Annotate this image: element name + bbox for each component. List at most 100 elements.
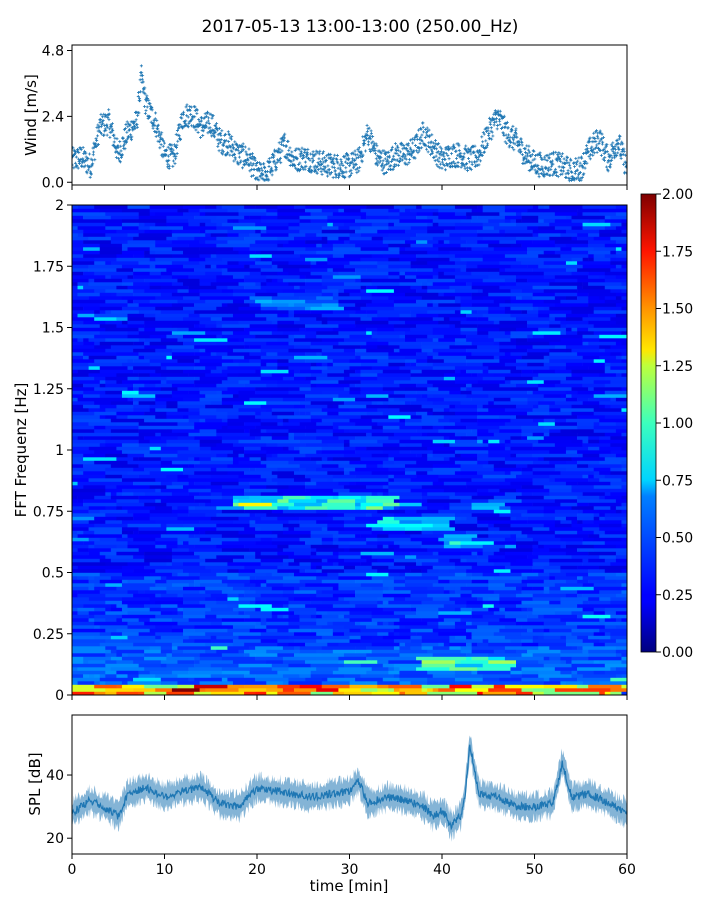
spectrogram-cell <box>149 450 178 454</box>
spectrogram-cell <box>621 618 628 622</box>
spectrogram-cell <box>321 418 350 423</box>
spectrogram-cell <box>210 457 234 461</box>
spectrogram-cell <box>399 502 422 507</box>
wind-point <box>367 140 371 144</box>
spectrogram-cell <box>138 355 145 360</box>
spectrogram-cell <box>371 527 384 531</box>
spectrogram-cell <box>499 359 517 363</box>
spectrogram-cell <box>160 660 178 664</box>
wind-point <box>484 139 488 143</box>
wind-point <box>502 133 506 137</box>
wind-point <box>449 161 453 165</box>
spectrogram-cell <box>327 317 361 321</box>
spectrogram-cell <box>327 457 334 461</box>
wind-point <box>125 130 129 134</box>
spectrogram-cell <box>116 544 128 549</box>
spectrogram-cell <box>127 397 134 402</box>
wind-point <box>442 154 446 158</box>
spectrogram-cell <box>610 677 628 682</box>
spectrogram-cell <box>205 558 234 563</box>
spectrogram-cell <box>133 677 162 682</box>
spectrogram-cell <box>94 401 112 405</box>
spectrogram-cell <box>449 408 478 412</box>
spectrogram-cell <box>321 646 356 650</box>
spectrogram-cell <box>310 362 317 367</box>
wind-point <box>112 140 116 144</box>
spectrogram-cell <box>532 390 567 395</box>
spectrogram-cell <box>221 667 250 671</box>
spectrogram-cell <box>349 681 367 685</box>
spectrogram-cell <box>599 618 606 622</box>
spectrogram-cell <box>72 359 95 363</box>
spectrogram-cell <box>338 660 345 664</box>
spectrogram-cell <box>277 628 289 633</box>
spectrogram-cell <box>205 478 239 482</box>
spectrogram-cell <box>454 380 478 384</box>
wind-point <box>380 168 384 172</box>
spectrogram-cell <box>549 313 567 318</box>
spectrogram-cell <box>221 579 250 584</box>
spectrogram-cell <box>382 579 395 584</box>
spectrogram-cell <box>366 331 372 335</box>
spectrogram-cell <box>271 436 289 440</box>
spectrogram-cell <box>238 394 273 398</box>
spectrogram-cell <box>238 530 273 535</box>
spectrogram-cell <box>255 313 278 318</box>
spectrogram-cell <box>299 516 334 521</box>
spectrogram-cell <box>127 366 134 370</box>
spectrogram-cell <box>399 653 434 657</box>
spectrogram-cell <box>382 485 389 489</box>
wind-point <box>291 155 295 159</box>
spectrogram-cell <box>427 334 445 339</box>
spectrogram-cell <box>72 317 95 321</box>
spectrogram-cell <box>532 376 567 381</box>
wind-point <box>614 147 618 151</box>
wind-point <box>165 148 169 152</box>
spectrogram-cell <box>527 618 561 622</box>
spectrogram-cell <box>127 534 162 538</box>
spectrogram-cell <box>565 572 589 577</box>
wind-point <box>482 150 486 154</box>
spectrogram-cell <box>516 495 545 500</box>
spectrogram-cell <box>332 429 345 433</box>
wind-point <box>547 166 551 170</box>
spectrogram-cell <box>294 355 328 360</box>
spectrogram-cell <box>105 649 112 654</box>
spectrogram-cell <box>299 618 317 622</box>
spectrogram-cell <box>116 380 123 384</box>
spectrogram-cell <box>366 646 395 650</box>
spectrogram-cell <box>288 555 311 559</box>
spectrogram-cell <box>72 520 89 524</box>
spectrogram-cell <box>249 397 284 402</box>
wind-point <box>512 138 516 142</box>
spectrogram-cell <box>227 373 239 377</box>
spectrogram-cell <box>332 670 367 675</box>
spectrogram-cell <box>466 600 483 605</box>
spectrogram-cell <box>260 436 273 440</box>
spectrogram-cell <box>405 387 428 391</box>
spectrogram-cell <box>516 604 550 608</box>
spectrogram-cell <box>327 523 345 528</box>
wind-point <box>407 161 411 165</box>
spectrogram-cell <box>294 590 317 594</box>
spectrogram-cell <box>393 621 428 626</box>
spectrogram-cell <box>238 537 261 542</box>
spectrogram-cell <box>399 345 422 349</box>
spectrogram-cell <box>205 565 228 570</box>
spectrogram-cell <box>271 411 295 416</box>
spectrogram-cell <box>321 569 345 573</box>
spectrogram-cell <box>260 583 267 587</box>
spectrogram-cell <box>277 534 311 538</box>
spectrogram-cell <box>282 523 300 528</box>
wind-point <box>602 158 606 162</box>
spectrogram-cell <box>604 541 628 545</box>
spectrogram-cell <box>238 338 245 342</box>
spectrogram-cell <box>499 618 517 622</box>
spectrogram-cell <box>310 530 339 535</box>
spectrogram-cell <box>593 359 606 363</box>
spectrogram-cell <box>238 362 261 367</box>
spectrogram-cell <box>582 649 589 654</box>
spectrogram-cell <box>527 520 556 524</box>
spectrogram-cell <box>460 453 478 458</box>
spectrogram-cell <box>343 569 378 573</box>
